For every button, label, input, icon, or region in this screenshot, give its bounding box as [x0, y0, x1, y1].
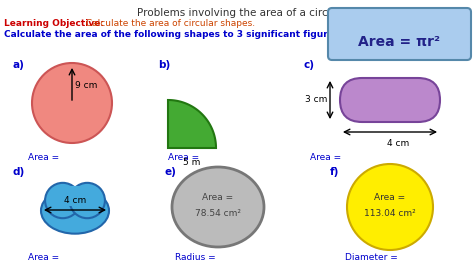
- Text: Area =: Area =: [28, 153, 59, 162]
- Text: 4 cm: 4 cm: [387, 139, 409, 148]
- Ellipse shape: [41, 188, 109, 234]
- Text: 3 cm: 3 cm: [305, 95, 327, 104]
- Text: 113.04 cm²: 113.04 cm²: [364, 209, 416, 218]
- Text: Area =: Area =: [28, 253, 59, 262]
- Text: Problems involving the area of a circle: Problems involving the area of a circle: [137, 8, 337, 18]
- Text: Calculate the area of circular shapes.: Calculate the area of circular shapes.: [83, 19, 255, 28]
- Text: c): c): [304, 60, 315, 70]
- Text: Learning Objective:: Learning Objective:: [4, 19, 104, 28]
- Text: Area =: Area =: [374, 193, 406, 202]
- Text: 4 cm: 4 cm: [64, 196, 86, 205]
- Text: e): e): [165, 167, 177, 177]
- Circle shape: [45, 183, 81, 218]
- Text: a): a): [13, 60, 25, 70]
- Text: Calculate the area of the following shapes to 3 significant figures.: Calculate the area of the following shap…: [4, 30, 343, 39]
- Text: Radius =: Radius =: [175, 253, 216, 262]
- FancyBboxPatch shape: [328, 8, 471, 60]
- Circle shape: [70, 183, 105, 218]
- Text: Diameter =: Diameter =: [345, 253, 398, 262]
- Text: Area =: Area =: [168, 153, 199, 162]
- Ellipse shape: [172, 167, 264, 247]
- Polygon shape: [168, 100, 216, 148]
- Text: 9 cm: 9 cm: [75, 81, 97, 90]
- Text: f): f): [330, 167, 339, 177]
- Circle shape: [347, 164, 433, 250]
- Text: Area = πr²: Area = πr²: [358, 35, 440, 49]
- Text: d): d): [13, 167, 25, 177]
- Circle shape: [32, 63, 112, 143]
- Text: 5 m: 5 m: [183, 158, 201, 167]
- Text: b): b): [158, 60, 170, 70]
- Text: 78.54 cm²: 78.54 cm²: [195, 209, 241, 218]
- Text: Area =: Area =: [202, 193, 234, 202]
- Bar: [68, 186, 82, 206]
- Text: Area =: Area =: [310, 153, 341, 162]
- FancyBboxPatch shape: [340, 78, 440, 122]
